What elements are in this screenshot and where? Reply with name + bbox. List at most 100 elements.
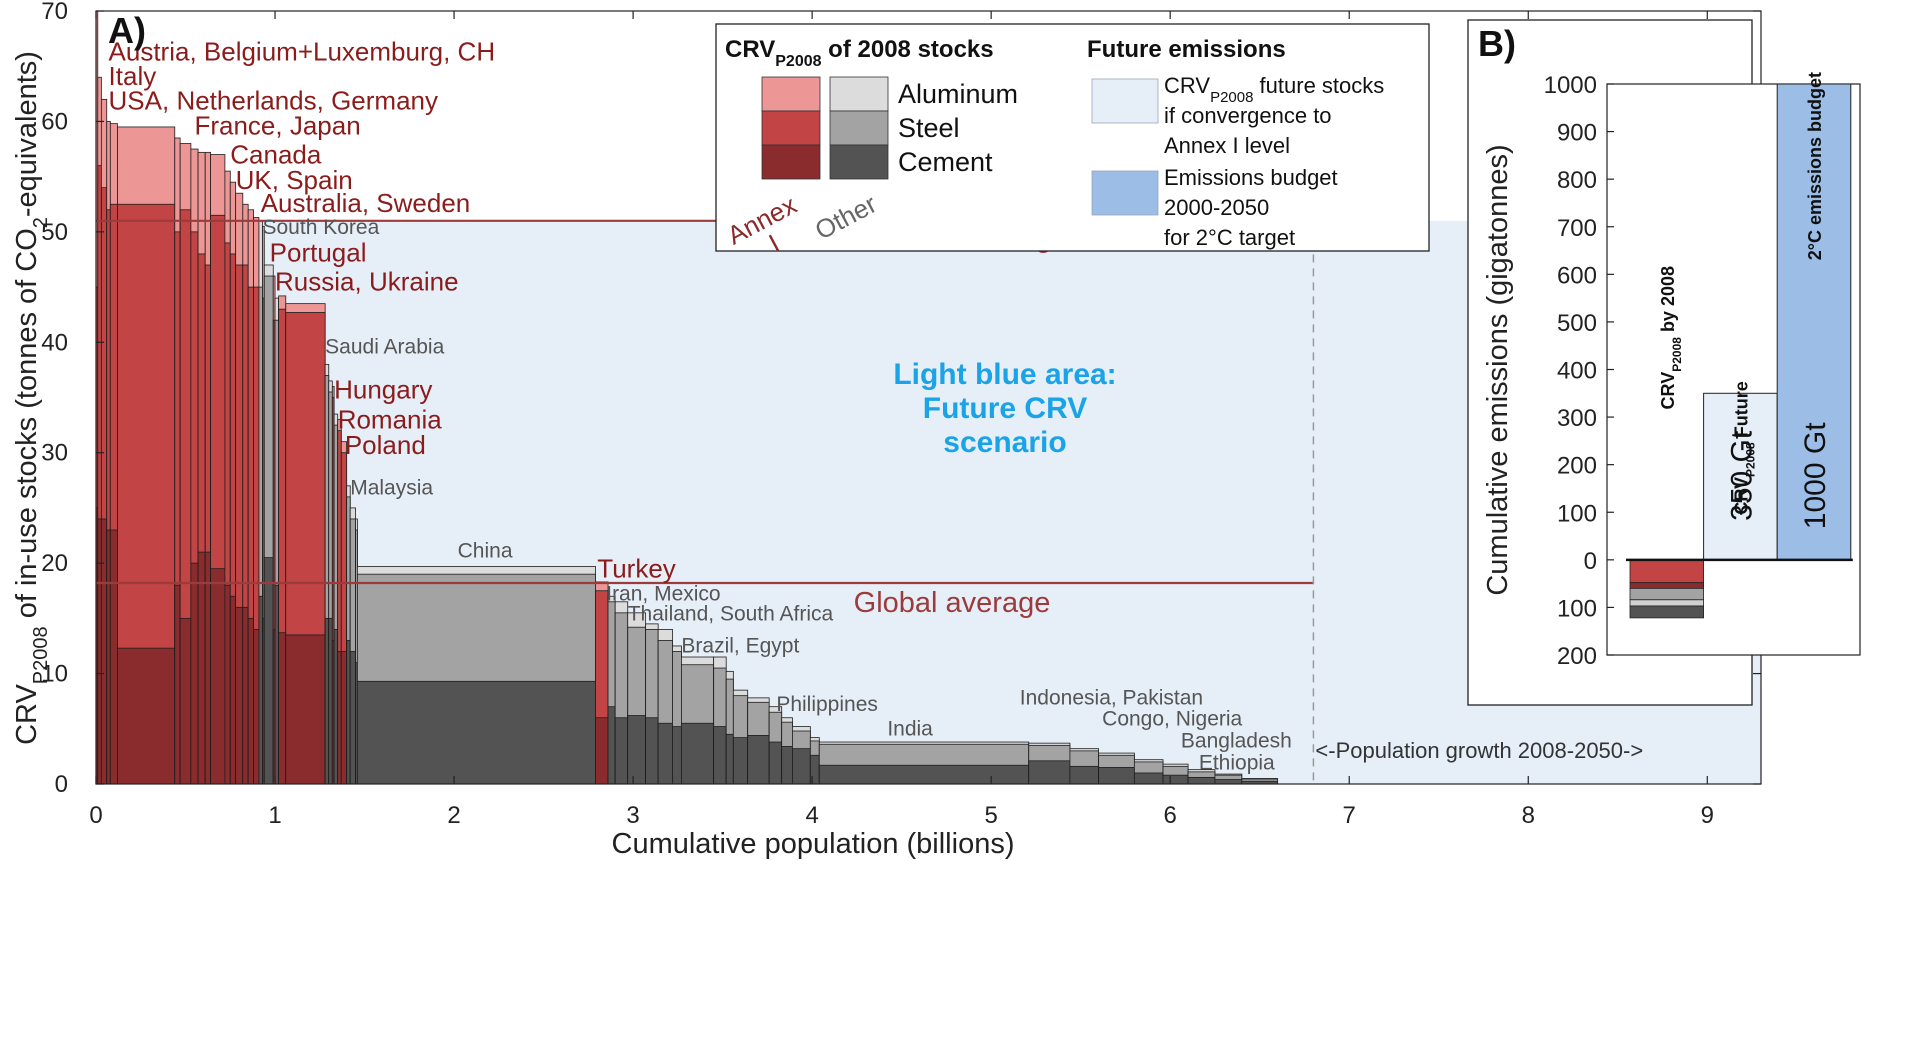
bar-segment-cement	[1028, 760, 1071, 785]
country-label: Romania	[338, 404, 443, 434]
legend-swatch-annex	[761, 144, 821, 180]
stack-segment	[1629, 605, 1704, 619]
country-label: India	[887, 717, 933, 740]
bar-segment-cement	[337, 651, 342, 785]
y-tick-label: 100	[1557, 500, 1597, 527]
country-label: China	[458, 540, 513, 563]
country-bar-10	[204, 151, 211, 785]
country-bar-24	[285, 303, 326, 785]
bar-segment-cement	[681, 722, 715, 785]
bar-segment-cement	[274, 584, 280, 785]
country-label: Australia, Sweden	[261, 188, 471, 218]
bar-segment-cement	[781, 746, 793, 785]
value-bar	[1776, 83, 1852, 561]
bar-segment-cement	[285, 634, 326, 785]
y-tick-label: 30	[41, 440, 68, 467]
x-tick-label: 8	[1522, 802, 1535, 829]
y-tick-label: 200	[1557, 453, 1597, 480]
bar-segment-cement	[253, 629, 260, 785]
country-label: Malaysia	[350, 477, 433, 500]
x-tick-label: 7	[1343, 802, 1356, 829]
category-label-part: by 2008	[1658, 266, 1678, 337]
bar-segment-cement	[263, 557, 274, 785]
bar-category-label: CRVP2008 Future	[1731, 381, 1757, 514]
country-label: Brazil, Egypt	[681, 635, 799, 658]
bar-segment-cement	[1187, 776, 1216, 785]
bar-segment-cement	[349, 651, 356, 785]
category-label-part: P2008	[1670, 337, 1684, 372]
bar-segment-cement	[725, 733, 734, 785]
legend-swatch-other	[829, 76, 889, 112]
country-bar-9	[197, 151, 206, 785]
country-bar-16	[247, 209, 254, 785]
bar-segment-cement	[595, 717, 609, 785]
y-tick-label: 10	[41, 661, 68, 688]
country-bar-20	[263, 264, 274, 785]
stack-segment	[1629, 582, 1704, 589]
bar-segment-cement	[204, 551, 211, 785]
bar-segment-cement	[1069, 765, 1099, 785]
y-tick-label: 100	[1557, 595, 1597, 622]
country-bar-8	[190, 148, 199, 785]
bar-segment-cement	[713, 726, 727, 785]
bar-segment-cement	[1214, 779, 1243, 785]
country-bar-46	[747, 697, 770, 785]
country-bar-45	[732, 689, 749, 785]
country-label: Bangladesh	[1181, 730, 1292, 753]
bar-segment-cement	[106, 529, 111, 785]
panel-label-a: A)	[108, 10, 146, 51]
legend-future-line-part: for 2°C target	[1164, 225, 1295, 250]
country-label: Russia, Ukraine	[275, 266, 459, 296]
x-axis-label: Cumulative population (billions)	[612, 828, 1015, 860]
country-bar-22	[274, 297, 280, 785]
y-tick-label: 500	[1557, 310, 1597, 337]
category-label-part: P2008	[1743, 442, 1757, 477]
y-axis-label-part: of in-use stocks (tonnes of CO	[11, 228, 43, 626]
country-bar-40	[657, 629, 673, 785]
bar-segment-cement	[210, 568, 226, 785]
country-label: Indonesia, Pakistan	[1020, 686, 1203, 709]
country-bar-47	[768, 706, 783, 785]
legend-title: CRVP2008 of 2008 stocks	[725, 36, 994, 70]
y-tick-label: 60	[41, 108, 68, 135]
legend-future-swatch	[1091, 78, 1159, 124]
bar-value-label: 350 Gt	[1725, 430, 1758, 521]
bar-segment-cement	[224, 584, 231, 785]
legend-future-line-part: Emissions budget	[1164, 165, 1338, 190]
stack-segment	[1629, 559, 1704, 584]
bar-segment-cement	[109, 529, 118, 785]
country-bar-43	[713, 656, 727, 785]
country-bar-58	[1214, 773, 1243, 785]
legend-title-part: of 2008 stocks	[822, 36, 994, 63]
bar-segment-cement	[197, 551, 206, 785]
country-label: Philippines	[776, 693, 878, 716]
bar-segment-cement	[747, 735, 770, 785]
country-bar-11	[210, 154, 226, 785]
bar-segment-cement	[818, 764, 1030, 785]
country-bar-2	[100, 98, 108, 785]
legend-future-line-part: future stocks	[1253, 73, 1384, 98]
y-axis-label-part: CRV	[11, 684, 43, 745]
country-bar-1	[97, 76, 102, 785]
y-axis-label: CRVP2008 of in-use stocks (tonnes of CO2…	[11, 51, 52, 745]
bar-segment-cement	[235, 606, 244, 785]
bar-segment-cement	[627, 715, 647, 785]
bar-segment-cement	[278, 632, 287, 785]
value-bar	[1703, 392, 1778, 561]
bar-segment-cement	[645, 717, 659, 785]
bar-value-label: 1000 Gt	[1799, 422, 1832, 529]
bar-segment-cement	[229, 595, 237, 785]
population-growth-label: <-Population growth 2008-2050->	[1315, 738, 1643, 763]
legend-material-label: Aluminum	[898, 79, 1018, 109]
country-bar-37	[614, 601, 629, 785]
country-bar-15	[242, 203, 249, 785]
legend-material-label: Cement	[898, 147, 993, 177]
country-bar-48	[781, 717, 793, 785]
legend-future-line-part: CRV	[1164, 73, 1210, 98]
country-bar-52	[1028, 742, 1071, 785]
bar-segment-cement	[174, 584, 181, 785]
country-label: Ethiopia	[1199, 752, 1275, 775]
bar-segment-cement	[247, 617, 254, 785]
bar-segment-cement	[607, 706, 616, 785]
